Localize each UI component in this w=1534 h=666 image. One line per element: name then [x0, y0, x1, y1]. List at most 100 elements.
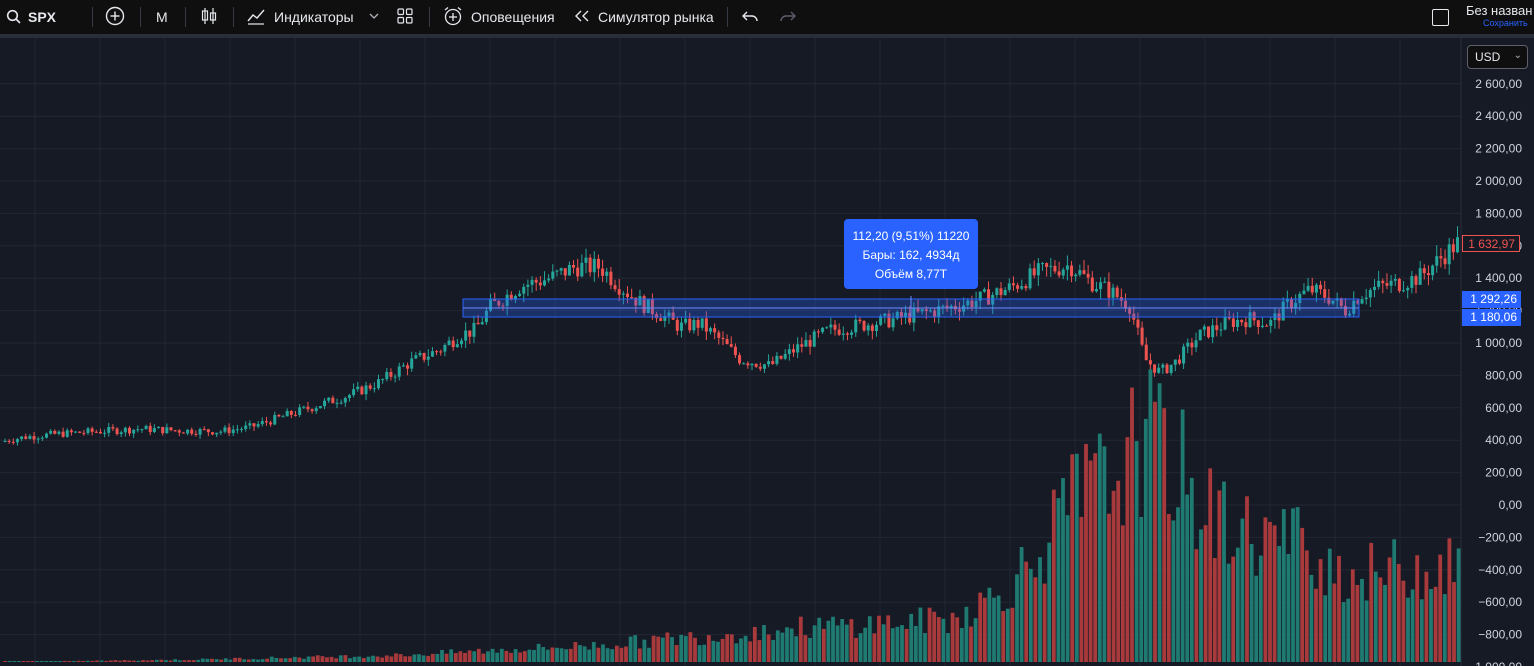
candle-body	[1161, 364, 1165, 368]
candle-body	[372, 388, 376, 390]
candle-body	[1107, 281, 1111, 298]
candle-body	[422, 353, 426, 360]
volume-bar	[973, 618, 978, 662]
layout-title: Без назван	[1466, 3, 1533, 18]
candle-body	[887, 313, 891, 328]
candle-body	[1231, 318, 1235, 327]
volume-bar	[108, 660, 113, 662]
candle-body	[804, 340, 808, 347]
replay-button[interactable]: Симулятор рынка	[572, 0, 714, 34]
candle-body	[1410, 276, 1414, 288]
indicators-button[interactable]: Индикаторы	[246, 0, 354, 34]
candle-body	[1281, 301, 1285, 321]
volume-bar	[734, 643, 739, 662]
chevron-down-icon: ⌄	[1513, 50, 1522, 61]
candle-body	[567, 265, 571, 276]
compare-button[interactable]	[105, 0, 125, 34]
candle-body	[32, 436, 36, 440]
indicators-menu-button[interactable]	[368, 0, 380, 34]
volume-bar	[1419, 599, 1424, 662]
volume-bar	[223, 658, 228, 662]
volume-bar	[670, 637, 674, 662]
volume-bar	[518, 652, 523, 662]
candle-body	[194, 433, 198, 435]
volume-bar	[775, 630, 780, 662]
volume-bar	[909, 613, 914, 662]
candle-body	[1111, 287, 1115, 298]
currency-select[interactable]: USD ⌄	[1467, 45, 1528, 69]
candle-body	[1285, 299, 1289, 302]
interval-button[interactable]: M	[156, 0, 168, 34]
chart-pane[interactable]: 2 600,00 2 400,00 2 200,00 2 000,00 1 800,00…	[0, 38, 1534, 666]
alerts-button[interactable]: Оповещения	[442, 0, 555, 34]
candle-body	[572, 265, 576, 268]
symbol-search[interactable]: SPX	[6, 0, 56, 34]
volume-bar	[1111, 490, 1116, 662]
volume-bar	[1378, 577, 1383, 662]
candle-body	[1024, 286, 1028, 289]
candle-body	[1198, 329, 1202, 341]
candle-body	[588, 257, 592, 273]
volume-bar	[798, 616, 803, 662]
candle-body	[57, 431, 61, 434]
volume-bar	[476, 648, 481, 662]
candle-body	[1045, 263, 1049, 267]
candle-body	[746, 363, 750, 366]
volume-bar	[1208, 468, 1213, 662]
candle-body	[854, 319, 858, 333]
volume-bar	[978, 592, 983, 662]
volume-bar	[1157, 383, 1162, 662]
candle-body	[1406, 287, 1410, 291]
volume-bar	[467, 650, 472, 662]
candle-body	[53, 430, 57, 434]
undo-button[interactable]	[741, 0, 759, 34]
indicators-label: Индикаторы	[274, 9, 354, 25]
candle-body	[1065, 265, 1069, 270]
volume-bar	[762, 625, 766, 662]
candle-body	[1402, 290, 1406, 292]
candle-body	[1227, 317, 1231, 319]
volume-bar	[444, 653, 449, 662]
candle-body	[111, 427, 115, 429]
candle-body	[69, 430, 73, 433]
candle-body	[223, 427, 227, 432]
volume-bar	[49, 661, 53, 662]
redo-button[interactable]	[779, 0, 797, 34]
chart-type-button[interactable]	[200, 0, 218, 34]
candle-body	[1364, 297, 1368, 300]
volume-bar	[127, 660, 132, 662]
volume-bar	[1314, 588, 1318, 662]
candle-body	[970, 300, 974, 308]
layouts-button[interactable]	[396, 0, 414, 34]
candle-body	[821, 327, 825, 333]
volume-bar	[1452, 582, 1456, 662]
candle-body	[870, 325, 874, 331]
volume-bar	[1203, 525, 1208, 662]
volume-bar	[1254, 575, 1259, 662]
candle-body	[1090, 277, 1094, 292]
volume-bar	[302, 658, 306, 662]
candle-body	[621, 293, 625, 295]
volume-bar	[85, 660, 90, 662]
candle-body	[1431, 265, 1435, 276]
volume-bar	[1028, 568, 1033, 662]
volume-bar	[1272, 525, 1277, 662]
candle-body	[493, 299, 497, 301]
layout-checkbox[interactable]	[1432, 0, 1449, 34]
volume-bar	[1249, 544, 1254, 662]
measure-volume-text: Объём 8,77T	[874, 267, 948, 281]
price-axis-tick: 200,00	[1485, 466, 1522, 480]
layout-title-block[interactable]: Без назван Сохранить	[1466, 4, 1532, 30]
volume-bar	[1217, 490, 1222, 662]
volume-bar	[771, 640, 776, 662]
grid-layout-icon	[396, 7, 414, 28]
volume-bar	[26, 661, 30, 662]
candle-body	[289, 411, 293, 415]
plus-circle-icon	[105, 6, 125, 29]
candle-body	[368, 385, 372, 389]
candle-body	[1186, 342, 1190, 347]
volume-bar	[509, 652, 513, 662]
volume-bar	[389, 656, 394, 662]
volume-bar	[1226, 563, 1231, 662]
volume-bar	[44, 661, 49, 662]
